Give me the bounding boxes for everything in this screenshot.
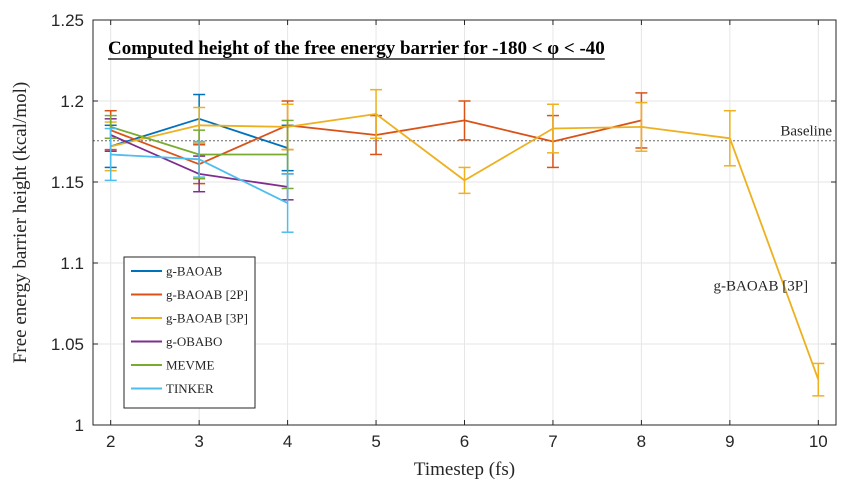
chart-title: Computed height of the free energy barri… bbox=[108, 38, 605, 59]
series-layer bbox=[104, 88, 825, 397]
legend-entry: TINKER bbox=[131, 381, 214, 396]
legend-label: g-OBABO bbox=[166, 334, 222, 349]
y-axis-label: Free energy barrier height (kcal/mol) bbox=[10, 82, 31, 363]
x-tick-label: 2 bbox=[106, 432, 115, 451]
x-tick-label: 10 bbox=[809, 432, 828, 451]
legend-entry: g-BAOAB bbox=[131, 264, 223, 279]
legend-label: g-BAOAB [3P] bbox=[166, 311, 248, 326]
error-bar bbox=[635, 101, 648, 152]
x-tick-label: 7 bbox=[548, 432, 557, 451]
legend-label: TINKER bbox=[166, 381, 214, 396]
x-axis-label: Timestep (fs) bbox=[414, 459, 515, 480]
annotations: g-BAOAB [3P] bbox=[714, 279, 809, 295]
x-tick-label: 8 bbox=[637, 432, 646, 451]
y-tick-label: 1.2 bbox=[60, 92, 84, 111]
x-tick-label: 3 bbox=[194, 432, 203, 451]
error-bar bbox=[281, 173, 294, 233]
baseline-label: Baseline bbox=[780, 124, 832, 140]
x-tick-label: 5 bbox=[371, 432, 380, 451]
y-tick-label: 1.05 bbox=[51, 335, 84, 354]
legend: g-BAOAB g-BAOAB [2P] g-BAOAB [3P] g-OBABO ME… bbox=[123, 256, 256, 409]
x-tick-label: 6 bbox=[460, 432, 469, 451]
annotation-label: g-BAOAB [3P] bbox=[714, 279, 809, 295]
error-bar bbox=[104, 127, 117, 182]
y-tick-label: 1.15 bbox=[51, 173, 84, 192]
x-axis-ticks: 2 3 4 5 6 7 8 9 10 bbox=[106, 20, 828, 451]
legend-entry: g-OBABO bbox=[131, 334, 222, 349]
error-bar bbox=[458, 166, 471, 195]
legend-entry: MEVME bbox=[131, 358, 214, 373]
error-bar bbox=[546, 103, 559, 154]
legend-box bbox=[123, 256, 256, 409]
error-bar bbox=[370, 88, 383, 140]
legend-entry: g-BAOAB [2P] bbox=[131, 287, 248, 302]
legend-label: g-BAOAB bbox=[166, 264, 223, 279]
x-tick-label: 4 bbox=[283, 432, 292, 451]
error-bar bbox=[193, 140, 206, 178]
error-bar bbox=[458, 100, 471, 141]
y-axis-ticks: 1 1.05 1.1 1.15 1.2 1.25 bbox=[51, 11, 836, 435]
legend-label: MEVME bbox=[166, 358, 214, 373]
y-tick-label: 1 bbox=[75, 416, 84, 435]
y-tick-label: 1.1 bbox=[60, 254, 84, 273]
series-tinker bbox=[104, 127, 294, 233]
error-bar bbox=[812, 362, 825, 397]
y-tick-label: 1.25 bbox=[51, 11, 84, 30]
error-bar bbox=[723, 109, 736, 167]
legend-label: g-BAOAB [2P] bbox=[166, 287, 248, 302]
x-tick-label: 9 bbox=[725, 432, 734, 451]
legend-entry: g-BAOAB [3P] bbox=[131, 311, 248, 326]
